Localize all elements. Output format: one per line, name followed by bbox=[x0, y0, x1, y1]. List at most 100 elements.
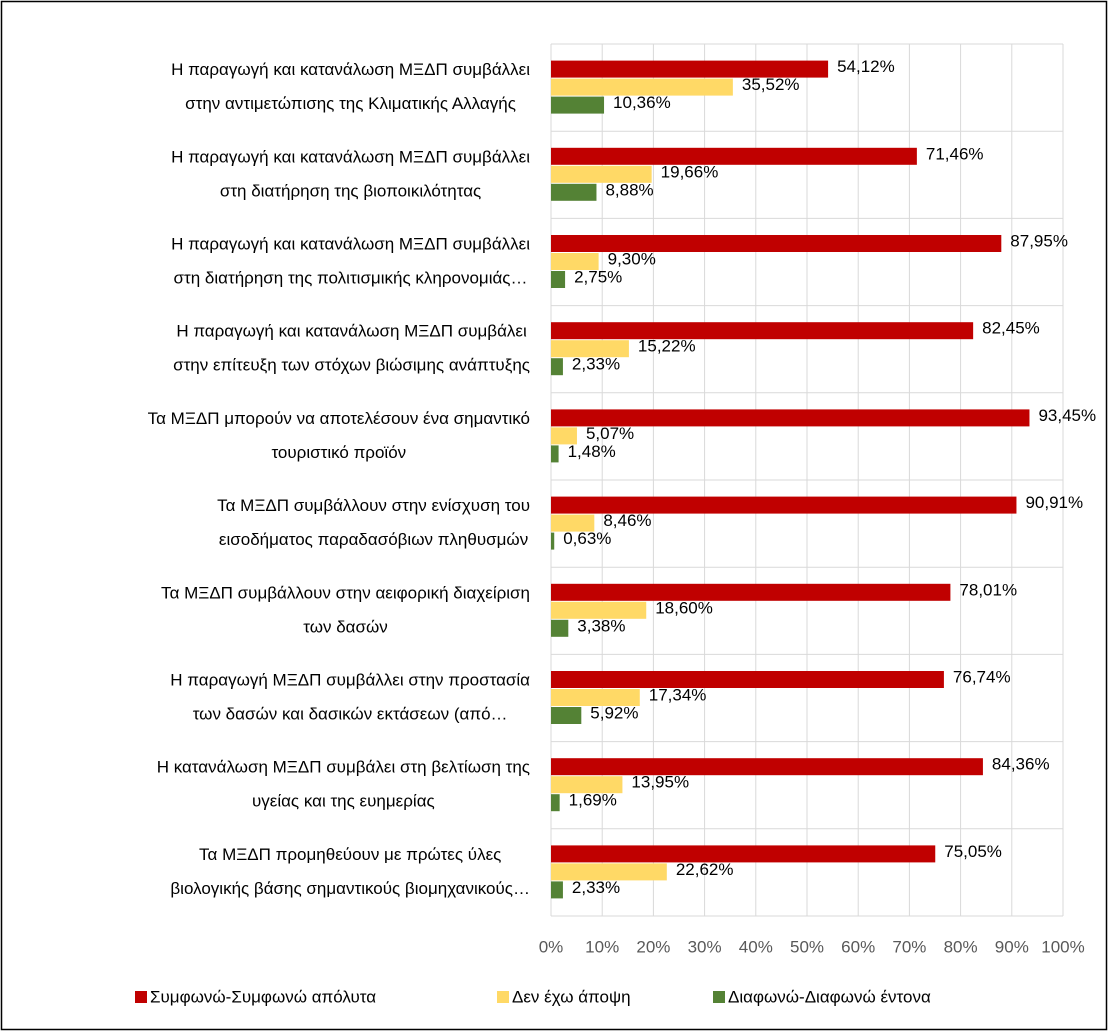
data-label: 54,12% bbox=[837, 57, 895, 76]
data-label: 93,45% bbox=[1038, 406, 1096, 425]
y-tick-label: στην αντιμετώπισης της Κλιματικής Αλλαγή… bbox=[185, 94, 516, 113]
y-tick-label: Τα ΜΞΔΠ συμβάλλουν στην αειφορική διαχεί… bbox=[161, 583, 530, 602]
bar bbox=[551, 427, 577, 445]
bar bbox=[551, 776, 623, 794]
data-label: 8,46% bbox=[603, 511, 651, 530]
data-label: 13,95% bbox=[631, 773, 689, 792]
y-tick-label-group: Η παραγωγή και κατανάλωση ΜΞΔΠ συμβάλλει… bbox=[171, 147, 530, 200]
bar bbox=[551, 183, 597, 201]
data-label: 18,60% bbox=[655, 598, 713, 617]
bar bbox=[551, 165, 652, 183]
x-tick-label: 90% bbox=[995, 937, 1029, 956]
bar bbox=[551, 147, 917, 165]
bar bbox=[551, 358, 563, 376]
data-label: 71,46% bbox=[926, 144, 984, 163]
x-tick-label: 100% bbox=[1041, 937, 1084, 956]
bar bbox=[551, 96, 605, 114]
y-tick-label: εισοδήματος παραδασόβιων πληθυσμών bbox=[219, 530, 528, 549]
y-tick-label: Τα ΜΞΔΠ μπορούν να αποτελέσουν ένα σημαν… bbox=[148, 409, 530, 428]
bar bbox=[551, 583, 951, 601]
y-tick-label: στη διατήρηση της βιοποικιλότητας bbox=[220, 181, 481, 200]
y-tick-label: βιολογικής βάσης σημαντικούς βιομηχανικο… bbox=[170, 879, 530, 898]
data-label: 75,05% bbox=[944, 842, 1002, 861]
legend-swatch bbox=[497, 991, 509, 1003]
bar bbox=[551, 881, 563, 899]
x-tick-label: 80% bbox=[944, 937, 978, 956]
bar bbox=[551, 253, 599, 270]
y-tick-label-group: Τα ΜΞΔΠ συμβάλλουν στην αειφορική διαχεί… bbox=[161, 583, 530, 636]
x-tick-label: 10% bbox=[585, 937, 619, 956]
y-tick-label: Η κατανάλωση ΜΞΔΠ συμβάλει στη βελτίωση … bbox=[157, 758, 530, 777]
data-label: 5,07% bbox=[586, 424, 634, 443]
bar bbox=[551, 601, 647, 619]
bar bbox=[551, 532, 555, 550]
bar bbox=[551, 689, 640, 706]
bar bbox=[551, 78, 733, 96]
y-tick-label: Η παραγωγή και κατανάλωση ΜΞΔΠ συμβάλλει bbox=[171, 234, 530, 253]
y-tick-label: των δασών bbox=[303, 617, 388, 636]
data-label: 1,69% bbox=[569, 791, 617, 810]
data-label: 84,36% bbox=[992, 755, 1050, 774]
x-tick-label: 0% bbox=[539, 937, 564, 956]
y-tick-label: Η παραγωγή ΜΞΔΠ συμβάλλει στην προστασία bbox=[170, 670, 530, 689]
y-tick-label: Η παραγωγή και κατανάλωση ΜΞΔΠ συμβάλλει bbox=[171, 60, 530, 79]
bar bbox=[551, 271, 566, 288]
bar bbox=[551, 445, 559, 463]
bar bbox=[551, 758, 983, 776]
y-tick-label-group: Τα ΜΞΔΠ μπορούν να αποτελέσουν ένα σημαν… bbox=[148, 409, 530, 462]
data-label: 10,36% bbox=[613, 93, 671, 112]
legend-label: Συμφωνώ-Συμφωνώ απόλυτα bbox=[150, 987, 376, 1006]
data-label: 8,88% bbox=[605, 180, 653, 199]
legend-label: Δεν έχω άποψη bbox=[512, 987, 631, 1006]
x-tick-label: 60% bbox=[841, 937, 875, 956]
y-tick-label: Η παραγωγή και κατανάλωση ΜΞΔΠ συμβάλει bbox=[176, 322, 527, 341]
data-label: 1,48% bbox=[568, 442, 616, 461]
x-tick-label: 50% bbox=[790, 937, 824, 956]
bar bbox=[551, 409, 1030, 427]
data-label: 2,75% bbox=[574, 267, 622, 286]
y-tick-label: Τα ΜΞΔΠ προμηθεύουν με πρώτες ύλες bbox=[199, 845, 501, 864]
y-tick-label-group: Η παραγωγή και κατανάλωση ΜΞΔΠ συμβάλλει… bbox=[171, 234, 530, 287]
legend-swatch bbox=[135, 991, 147, 1003]
data-label: 19,66% bbox=[661, 162, 719, 181]
bar bbox=[551, 619, 569, 637]
legend-label: Διαφωνώ-Διαφωνώ έντονα bbox=[728, 987, 931, 1006]
data-label: 17,34% bbox=[649, 685, 707, 704]
x-tick-label: 70% bbox=[892, 937, 926, 956]
y-tick-label-group: Τα ΜΞΔΠ προμηθεύουν με πρώτες ύλες βιολογ… bbox=[170, 845, 530, 898]
bar bbox=[551, 322, 974, 340]
bar bbox=[551, 514, 595, 532]
data-label: 2,33% bbox=[572, 878, 620, 897]
bar bbox=[551, 60, 829, 78]
data-label: 0,63% bbox=[563, 529, 611, 548]
data-label: 90,91% bbox=[1025, 493, 1083, 512]
bar bbox=[551, 235, 1002, 252]
bar bbox=[551, 671, 944, 688]
y-tick-label: στη διατήρηση της πολιτισμικής κληρονομι… bbox=[174, 268, 528, 287]
data-label: 2,33% bbox=[572, 355, 620, 374]
y-tick-label-group: Η κατανάλωση ΜΞΔΠ συμβάλει στη βελτίωση … bbox=[157, 758, 530, 811]
data-label: 35,52% bbox=[742, 75, 800, 94]
data-label: 78,01% bbox=[959, 580, 1017, 599]
y-tick-label: Τα ΜΞΔΠ συμβάλλουν στην ενίσχυση του bbox=[217, 496, 530, 515]
data-label: 22,62% bbox=[676, 860, 734, 879]
y-tick-label: Η παραγωγή και κατανάλωση ΜΞΔΠ συμβάλλει bbox=[171, 147, 530, 166]
data-label: 5,92% bbox=[590, 703, 638, 722]
legend-swatch bbox=[713, 991, 725, 1003]
y-tick-label: στην επίτευξη των στόχων βιώσιμης ανάπτυ… bbox=[173, 356, 530, 375]
data-label: 15,22% bbox=[638, 337, 696, 356]
bar bbox=[551, 340, 629, 358]
y-tick-label-group: Η παραγωγή ΜΞΔΠ συμβάλλει στην προστασία… bbox=[170, 670, 530, 723]
bar bbox=[551, 496, 1017, 514]
y-tick-label-group: Τα ΜΞΔΠ συμβάλλουν στην ενίσχυση του εισο… bbox=[217, 496, 530, 549]
y-tick-label-group: Η παραγωγή και κατανάλωση ΜΞΔΠ συμβάλει σ… bbox=[173, 322, 530, 375]
bar bbox=[551, 707, 582, 724]
data-label: 87,95% bbox=[1010, 231, 1068, 250]
y-tick-label: υγείας και της ευημερίας bbox=[252, 792, 435, 811]
bar bbox=[551, 794, 560, 812]
x-tick-label: 40% bbox=[739, 937, 773, 956]
data-label: 3,38% bbox=[577, 616, 625, 635]
x-tick-label: 20% bbox=[636, 937, 670, 956]
y-tick-label: τουριστικό προϊόν bbox=[271, 443, 406, 462]
y-tick-label: των δασών και δασικών εκτάσεων (από… bbox=[193, 704, 508, 723]
